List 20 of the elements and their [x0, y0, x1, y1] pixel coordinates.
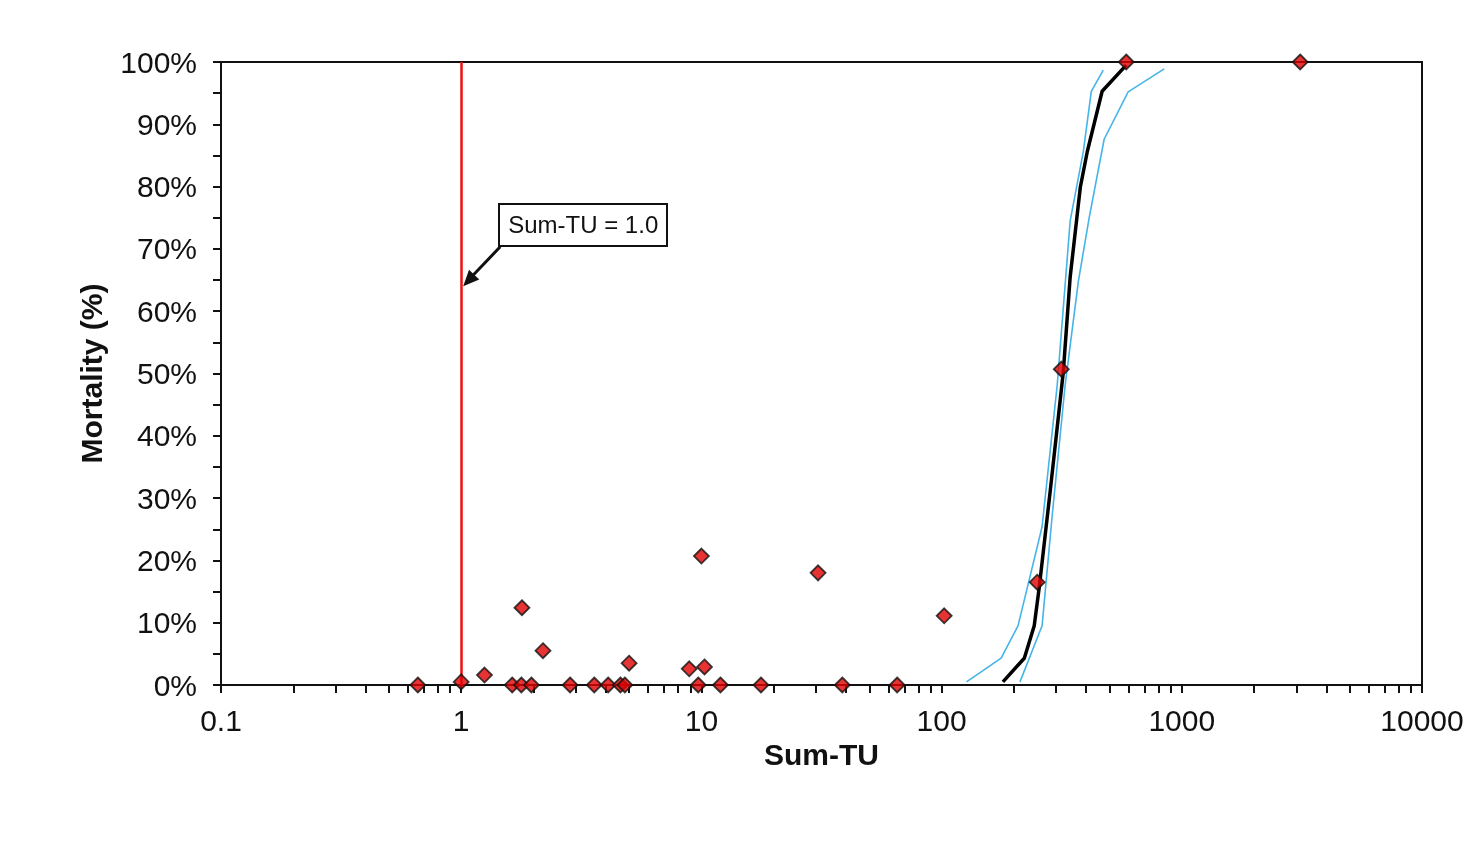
x-tick-label: 1000 [1148, 703, 1216, 737]
y-tick-label: 30% [136, 481, 197, 515]
y-tick-label: 20% [136, 543, 197, 577]
ref-line-label: Sum-TU = 1.0 [498, 202, 669, 247]
x-tick-label: 100 [916, 703, 967, 737]
y-tick-label: 60% [136, 294, 197, 328]
x-tick-label: 0.1 [200, 703, 242, 737]
y-axis-title: Mortality (%) [74, 283, 108, 464]
y-tick-label: 70% [136, 232, 197, 266]
x-tick-label: 1 [452, 703, 470, 737]
x-tick-label: 10 [684, 703, 719, 737]
y-tick-label: 50% [136, 357, 197, 390]
y-tick-label: 10% [136, 606, 197, 640]
y-tick-label: 90% [136, 107, 197, 141]
y-tick-label: 100% [120, 45, 197, 79]
y-tick-label: 40% [136, 419, 197, 453]
y-tick-label: 0% [153, 668, 197, 702]
y-tick-label: 80% [136, 170, 197, 204]
x-tick-label: 10000 [1380, 703, 1464, 737]
x-axis-title: Sum-TU [764, 738, 879, 772]
